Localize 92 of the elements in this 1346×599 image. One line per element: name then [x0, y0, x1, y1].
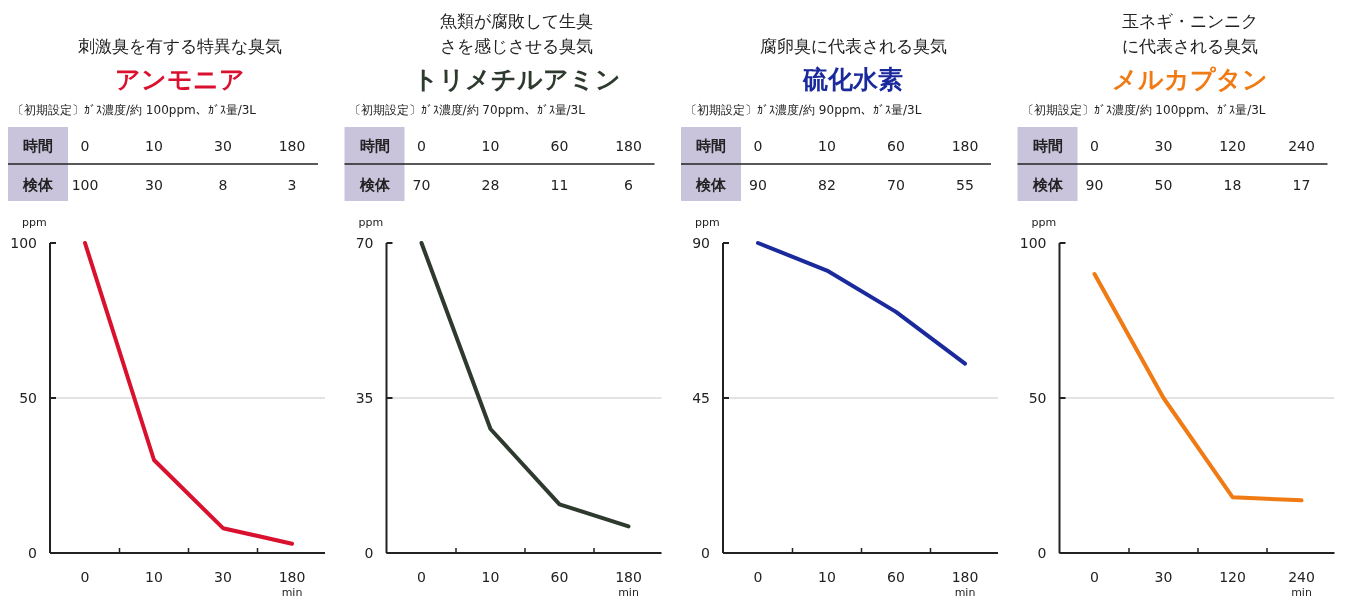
data-label: 30	[145, 177, 163, 193]
text: 〔初期設定〕ｶﾞｽ濃度/約 90ppm、ｶﾞｽ量/3L	[685, 103, 922, 117]
category-label: 10	[145, 138, 163, 154]
y-tick-label: 50	[1028, 390, 1047, 406]
chart-subtitle: 硫化水素	[802, 65, 904, 94]
data-label: 28	[481, 177, 500, 193]
data-label: 82	[818, 177, 836, 193]
x-tick-label: 180	[278, 569, 306, 585]
data-label: 8	[218, 177, 228, 193]
category-label: 0	[417, 138, 426, 154]
x-axis-title: min	[1291, 586, 1312, 599]
category-label: 180	[951, 138, 979, 154]
category-label: 10	[481, 138, 500, 154]
category-label: 0	[1090, 138, 1099, 154]
text: 時間	[23, 137, 53, 155]
category-label: 60	[887, 138, 905, 154]
y-tick-label: 90	[692, 235, 710, 251]
data-label: 90	[1085, 177, 1104, 193]
data-label: 3	[287, 177, 297, 193]
chart-subtitle: トリメチルアミン	[412, 65, 621, 94]
x-tick-label: 180	[615, 569, 642, 585]
data-label: 18	[1223, 177, 1242, 193]
category-label: 0	[753, 138, 763, 154]
text: 時間	[1032, 137, 1063, 155]
chart-title: 腐卵臭に代表される臭気	[759, 36, 947, 56]
chart-subtitle: メルカプタン	[1111, 65, 1268, 94]
chart-subtitle: アンモニア	[115, 65, 246, 94]
x-tick-label: 60	[550, 569, 569, 585]
y-axis-title: ppm	[22, 216, 47, 229]
text: 検体	[1031, 176, 1064, 194]
x-tick-label: 60	[887, 569, 905, 585]
category-label: 30	[214, 138, 232, 154]
x-tick-label: 180	[951, 569, 979, 585]
data-label: 11	[550, 177, 569, 193]
x-tick-label: 0	[417, 569, 426, 585]
category-label: 240	[1288, 138, 1315, 154]
x-axis-title: min	[618, 586, 639, 599]
text: 検体	[22, 176, 54, 194]
y-tick-label: 35	[355, 390, 374, 406]
text: 検体	[695, 176, 727, 194]
text: 〔初期設定〕ｶﾞｽ濃度/約 100ppm、ｶﾞｽ量/3L	[12, 103, 257, 117]
y-axis-title: ppm	[695, 216, 720, 229]
y-tick-label: 100	[1019, 235, 1047, 251]
category-label: 60	[550, 138, 569, 154]
y-tick-label: 70	[355, 235, 374, 251]
chart-title: 玉ネギ・ニンニクに代表される臭気	[1121, 11, 1258, 56]
x-tick-label: 10	[481, 569, 500, 585]
x-tick-label: 30	[214, 569, 232, 585]
category-label: 180	[278, 138, 306, 154]
data-label: 55	[956, 177, 974, 193]
text: 検体	[358, 176, 391, 194]
category-label: 120	[1219, 138, 1246, 154]
text: 〔初期設定〕ｶﾞｽ濃度/約 100ppm、ｶﾞｽ量/3L	[1021, 103, 1266, 117]
x-tick-label: 10	[145, 569, 163, 585]
y-axis-title: ppm	[1031, 216, 1057, 229]
x-tick-label: 240	[1288, 569, 1315, 585]
data-label: 100	[71, 177, 99, 193]
text: 時間	[696, 137, 726, 155]
line-series	[83, 241, 294, 546]
line-series	[756, 241, 967, 366]
data-label: 70	[887, 177, 905, 193]
line-series	[419, 241, 631, 529]
category-label: 180	[615, 138, 642, 154]
x-axis-title: min	[954, 586, 976, 599]
x-tick-label: 0	[753, 569, 763, 585]
x-axis-title: min	[281, 586, 303, 599]
x-tick-label: 10	[818, 569, 836, 585]
y-tick-label: 0	[364, 545, 374, 561]
data-label: 50	[1154, 177, 1173, 193]
category-label: 0	[80, 138, 90, 154]
y-tick-label: 0	[1037, 545, 1047, 561]
text: 時間	[359, 137, 390, 155]
x-tick-label: 30	[1154, 569, 1173, 585]
line-series	[1092, 272, 1304, 503]
text: 〔初期設定〕ｶﾞｽ濃度/約 70ppm、ｶﾞｽ量/3L	[348, 103, 586, 117]
data-label: 6	[624, 177, 634, 193]
data-label: 17	[1292, 177, 1311, 193]
y-tick-label: 100	[10, 235, 37, 251]
x-tick-label: 120	[1219, 569, 1246, 585]
x-tick-label: 0	[1090, 569, 1099, 585]
data-label: 70	[412, 177, 431, 193]
chart-title: 刺激臭を有する特異な臭気	[78, 36, 283, 56]
y-tick-label: 50	[19, 390, 37, 406]
category-label: 30	[1154, 138, 1173, 154]
category-label: 10	[818, 138, 836, 154]
y-tick-label: 0	[701, 545, 710, 561]
y-tick-label: 45	[692, 390, 710, 406]
data-label: 90	[749, 177, 767, 193]
y-axis-title: ppm	[358, 216, 384, 229]
chart-title: 魚類が腐敗して生臭さを感じさせる臭気	[440, 11, 594, 56]
y-tick-label: 0	[28, 545, 37, 561]
x-tick-label: 0	[80, 569, 90, 585]
